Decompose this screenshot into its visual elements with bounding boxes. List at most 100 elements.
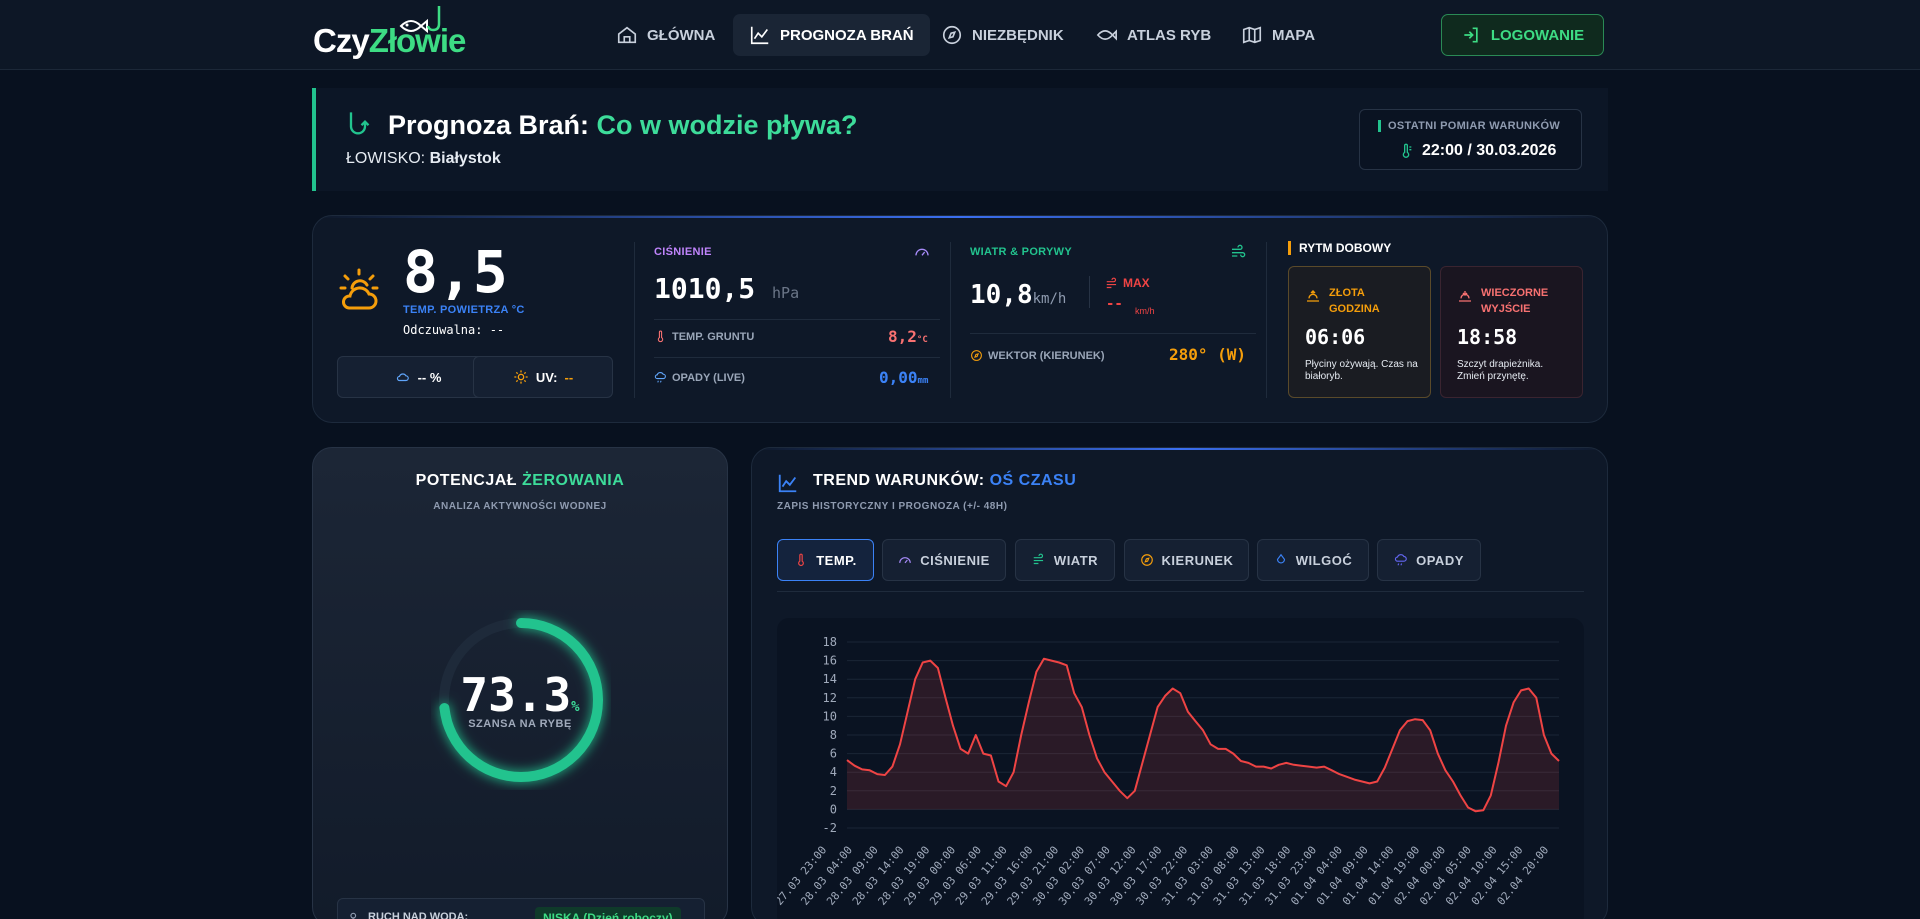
trend-title-a: TREND WARUNKÓW: bbox=[813, 472, 985, 489]
divider bbox=[654, 319, 940, 320]
pressure-value: 1010,5 hPa bbox=[654, 272, 799, 305]
compass-icon bbox=[1140, 554, 1153, 566]
gauge-fill bbox=[439, 618, 603, 782]
ground-temp-row: TEMP. GRUNTU bbox=[654, 330, 754, 343]
tab-direction[interactable]: KIERUNEK bbox=[1124, 539, 1249, 581]
page-title-a: Prognoza Brań: bbox=[388, 110, 590, 140]
conditions-panel: 8,5 TEMP. POWIETRZA °C Odczuwalna: -- --… bbox=[312, 215, 1608, 423]
sun-icon bbox=[514, 370, 528, 384]
cloud-icon bbox=[396, 373, 409, 382]
potential-number: 73.3 bbox=[460, 668, 572, 722]
last-measurement-box: OSTATNI POMIAR WARUNKÓW 22:00 / 30.03.20… bbox=[1359, 109, 1582, 170]
ground-temp-unit: °C bbox=[916, 335, 928, 345]
trend-chart: -2 0 2 4 6 8 10 12 14 16 18 27.03 23:00 28.03 04:00 2… bbox=[773, 618, 1584, 919]
fishery-name: Białystok bbox=[429, 150, 501, 167]
temperature-area bbox=[847, 658, 1559, 812]
tab-temperature[interactable]: TEMP. bbox=[777, 539, 874, 581]
potential-caption: SZANSA NA RYBĘ bbox=[468, 718, 572, 730]
divider bbox=[970, 333, 1256, 334]
y-tick-label: 16 bbox=[823, 654, 837, 668]
fish-hook-logo-icon bbox=[399, 6, 441, 34]
chart-line-icon bbox=[778, 474, 797, 493]
chart-line-icon bbox=[750, 26, 769, 45]
cloud-rain-icon bbox=[1395, 554, 1407, 566]
nav-item-home[interactable]: GŁÓWNA bbox=[600, 14, 731, 56]
wind-icon bbox=[1232, 244, 1246, 258]
gust-value: -- bbox=[1106, 296, 1123, 312]
feeding-potential-card: POTENCJAŁ ŻEROWANIA ANALIZA AKTYWNOŚCI W… bbox=[312, 447, 728, 919]
fish-icon bbox=[1096, 29, 1117, 41]
droplet-icon bbox=[1276, 553, 1285, 564]
rain-row: OPADY (LIVE) bbox=[654, 371, 745, 384]
y-tick-label: 0 bbox=[830, 802, 837, 816]
rain-value: 0,00mm bbox=[879, 368, 928, 387]
login-icon bbox=[1464, 27, 1478, 43]
potential-unit: % bbox=[571, 699, 580, 715]
wind-direction-value: 280° (W) bbox=[1169, 345, 1247, 364]
tab-label: WILGOĆ bbox=[1295, 552, 1353, 568]
tab-humidity[interactable]: WILGOĆ bbox=[1257, 539, 1369, 581]
login-label: LOGOWANIE bbox=[1490, 26, 1585, 44]
nav-item-map[interactable]: MAPA bbox=[1225, 14, 1331, 56]
gust-label: MAX bbox=[1123, 276, 1150, 290]
golden-hour-time: 06:06 bbox=[1305, 325, 1366, 349]
nav-item-label: ATLAS RYB bbox=[1127, 26, 1212, 44]
compass-icon bbox=[942, 25, 962, 45]
uv-pill: UV: -- bbox=[473, 356, 613, 398]
y-tick-label: 4 bbox=[830, 765, 837, 779]
gauge-icon bbox=[915, 248, 929, 256]
potential-title: POTENCJAŁ ŻEROWANIA bbox=[313, 472, 727, 490]
ground-temp-number: 8,2 bbox=[888, 327, 917, 346]
nav-item-essentials[interactable]: NIEZBĘDNIK bbox=[925, 14, 1080, 56]
ground-temp-value: 8,2°C bbox=[888, 327, 928, 346]
tab-pressure[interactable]: CIŚNIENIE bbox=[882, 539, 1006, 581]
nav-item-label: MAPA bbox=[1272, 26, 1316, 44]
daily-rhythm-label: RYTM DOBOWY bbox=[1288, 241, 1391, 255]
login-button[interactable]: LOGOWANIE bbox=[1441, 14, 1604, 56]
thermometer-icon bbox=[657, 330, 664, 343]
last-measurement-value: 22:00 / 30.03.2026 bbox=[1422, 142, 1557, 159]
tab-label: CIŚNIENIE bbox=[920, 552, 990, 568]
y-tick-label: 6 bbox=[830, 747, 837, 761]
golden-hour-card: ZŁOTA GODZINA 06:06 Płyciny ożywają. Cza… bbox=[1288, 266, 1431, 398]
evening-desc: Szczyt drapieżnika. Zmień przynętę. bbox=[1457, 359, 1544, 382]
air-temperature: 8,5 bbox=[403, 238, 508, 306]
thermometer-icon bbox=[798, 553, 805, 567]
fishing-hook-icon bbox=[349, 112, 370, 135]
tab-wind[interactable]: WIATR bbox=[1015, 539, 1115, 581]
tab-label: OPADY bbox=[1416, 552, 1464, 568]
sunrise-icon bbox=[1307, 290, 1319, 302]
trend-subtitle: ZAPIS HISTORYCZNY I PROGNOZA (+/- 48H) bbox=[777, 501, 1008, 512]
page-title-b: Co w wodzie pływa? bbox=[596, 110, 858, 140]
fishery-location: ŁOWISKO: Białystok bbox=[346, 150, 501, 168]
rain-label: OPADY (LIVE) bbox=[672, 371, 745, 384]
map-icon bbox=[1242, 26, 1262, 44]
y-tick-label: 2 bbox=[830, 784, 837, 798]
nav-item-forecast[interactable]: PROGNOZA BRAŃ bbox=[733, 14, 930, 56]
pressure-unit: hPa bbox=[772, 284, 800, 302]
fishery-label: ŁOWISKO: bbox=[346, 150, 426, 167]
tab-label: TEMP. bbox=[816, 552, 857, 568]
compass-icon bbox=[971, 350, 982, 361]
wind-label: WIATR & PORYWY bbox=[970, 246, 1072, 258]
crowd-status: RUCH NAD WODĄ: NISKA (Dzień roboczy) bbox=[337, 898, 705, 919]
last-measurement-label: OSTATNI POMIAR WARUNKÓW bbox=[1378, 120, 1560, 132]
tab-label: KIERUNEK bbox=[1161, 552, 1234, 568]
top-navbar: CzyZłowie GŁÓWNA PROGNOZA BRAŃ NIEZBĘDNI… bbox=[0, 0, 1920, 70]
y-tick-label: 10 bbox=[823, 709, 837, 723]
temperature-line bbox=[846, 657, 1560, 813]
divider bbox=[950, 242, 951, 398]
tab-rain[interactable]: OPADY bbox=[1377, 539, 1481, 581]
nav-item-fish-atlas[interactable]: ATLAS RYB bbox=[1080, 14, 1227, 56]
uv-label: UV: bbox=[535, 369, 558, 385]
air-temperature-label: TEMP. POWIETRZA °C bbox=[403, 304, 525, 316]
divider bbox=[1089, 276, 1090, 308]
gauge-icon bbox=[899, 557, 912, 564]
tab-label: WIATR bbox=[1053, 552, 1099, 568]
pressure-label: CIŚNIENIE bbox=[654, 246, 712, 258]
potential-title-a: POTENCJAŁ bbox=[415, 472, 518, 489]
nav-item-label: PROGNOZA BRAŃ bbox=[780, 26, 914, 44]
feels-like: Odczuwalna: -- bbox=[403, 323, 505, 337]
page-title: Prognoza Brań: Co w wodzie pływa? bbox=[388, 110, 858, 141]
wind-unit: km/h bbox=[1032, 291, 1067, 307]
